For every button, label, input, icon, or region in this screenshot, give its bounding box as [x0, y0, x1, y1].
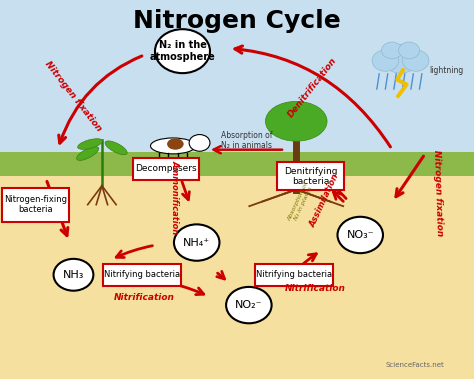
Ellipse shape: [105, 141, 127, 155]
Circle shape: [399, 42, 419, 59]
Text: Nitrogen fixation: Nitrogen fixation: [432, 150, 445, 236]
Text: Assimilation: Assimilation: [308, 172, 341, 229]
Text: Nitrifying bacteria: Nitrifying bacteria: [104, 270, 180, 279]
Text: Denitrification: Denitrification: [287, 55, 339, 119]
Text: Nitrogen Cycle: Nitrogen Cycle: [133, 9, 341, 33]
Text: Absorption of
N₂ in animals: Absorption of N₂ in animals: [221, 130, 272, 150]
Circle shape: [226, 287, 272, 323]
Bar: [0, 176, 474, 379]
Text: Nitrogen-fixing
bacteria: Nitrogen-fixing bacteria: [4, 195, 67, 215]
FancyBboxPatch shape: [277, 162, 344, 190]
Ellipse shape: [265, 102, 327, 141]
FancyBboxPatch shape: [255, 264, 333, 286]
Text: Denitrifying
bacteria: Denitrifying bacteria: [284, 166, 337, 186]
Circle shape: [155, 29, 210, 73]
Text: Decomposers: Decomposers: [135, 164, 197, 173]
Text: NO₃⁻: NO₃⁻: [346, 230, 374, 240]
Text: NO₂⁻: NO₂⁻: [235, 300, 263, 310]
Ellipse shape: [77, 147, 99, 160]
Circle shape: [337, 217, 383, 253]
Circle shape: [382, 42, 402, 59]
Ellipse shape: [167, 138, 183, 150]
Ellipse shape: [78, 139, 102, 149]
Bar: [0, 0, 474, 159]
FancyBboxPatch shape: [2, 188, 69, 222]
Text: ScienceFacts.net: ScienceFacts.net: [385, 362, 444, 368]
FancyBboxPatch shape: [133, 158, 199, 180]
Text: Ammonification: Ammonification: [171, 160, 180, 234]
Text: Absorption of
N₂ in plants: Absorption of N₂ in plants: [287, 181, 315, 224]
Circle shape: [383, 44, 419, 73]
Circle shape: [174, 224, 219, 261]
Circle shape: [372, 50, 399, 71]
Text: Nitrification: Nitrification: [114, 293, 175, 302]
Text: Nitrifying bacteria: Nitrifying bacteria: [256, 270, 332, 279]
Circle shape: [189, 135, 210, 151]
Text: Nitrification: Nitrification: [285, 283, 346, 293]
Bar: [0, 152, 474, 176]
FancyBboxPatch shape: [103, 264, 181, 286]
Text: N₂ in the
atmosphere: N₂ in the atmosphere: [150, 41, 215, 62]
Circle shape: [54, 259, 93, 291]
Circle shape: [402, 50, 429, 71]
Text: NH₄⁺: NH₄⁺: [183, 238, 210, 247]
Ellipse shape: [151, 138, 195, 154]
Text: NH₃: NH₃: [63, 270, 84, 280]
Text: Nitrogen fixation: Nitrogen fixation: [43, 60, 104, 133]
Text: lightning: lightning: [429, 66, 463, 75]
